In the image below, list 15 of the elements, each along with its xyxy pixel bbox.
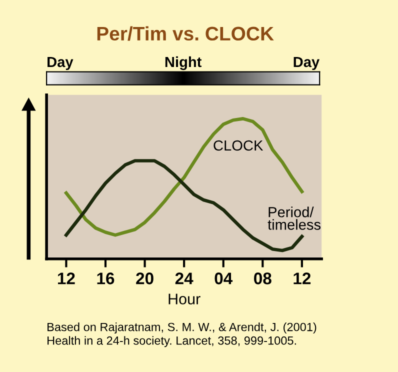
x-axis-title: Hour — [168, 294, 200, 304]
series-label: Period/ timeless — [268, 206, 321, 230]
chart-title: Per/Tim vs. CLOCK — [97, 26, 274, 41]
text: Day — [294, 56, 320, 70]
x-tick-label: 08 — [254, 272, 272, 284]
x-tick-label: 04 — [214, 272, 233, 284]
text: Day — [48, 56, 74, 70]
x-tick-label: 20 — [136, 272, 154, 284]
text: Based on Rajaratnam, S. M. W., & Arendt, J. (2001) Health in a 24-h society. Lancet, 358, 999-1005. — [48, 322, 316, 348]
series-label: CLOCK — [214, 140, 264, 151]
text: Night — [165, 56, 202, 70]
x-tick-label: 24 — [175, 272, 194, 284]
x-tick-label: 16 — [97, 272, 114, 284]
x-tick-label: 12 — [294, 272, 311, 284]
x-tick-label: 12 — [58, 272, 75, 284]
